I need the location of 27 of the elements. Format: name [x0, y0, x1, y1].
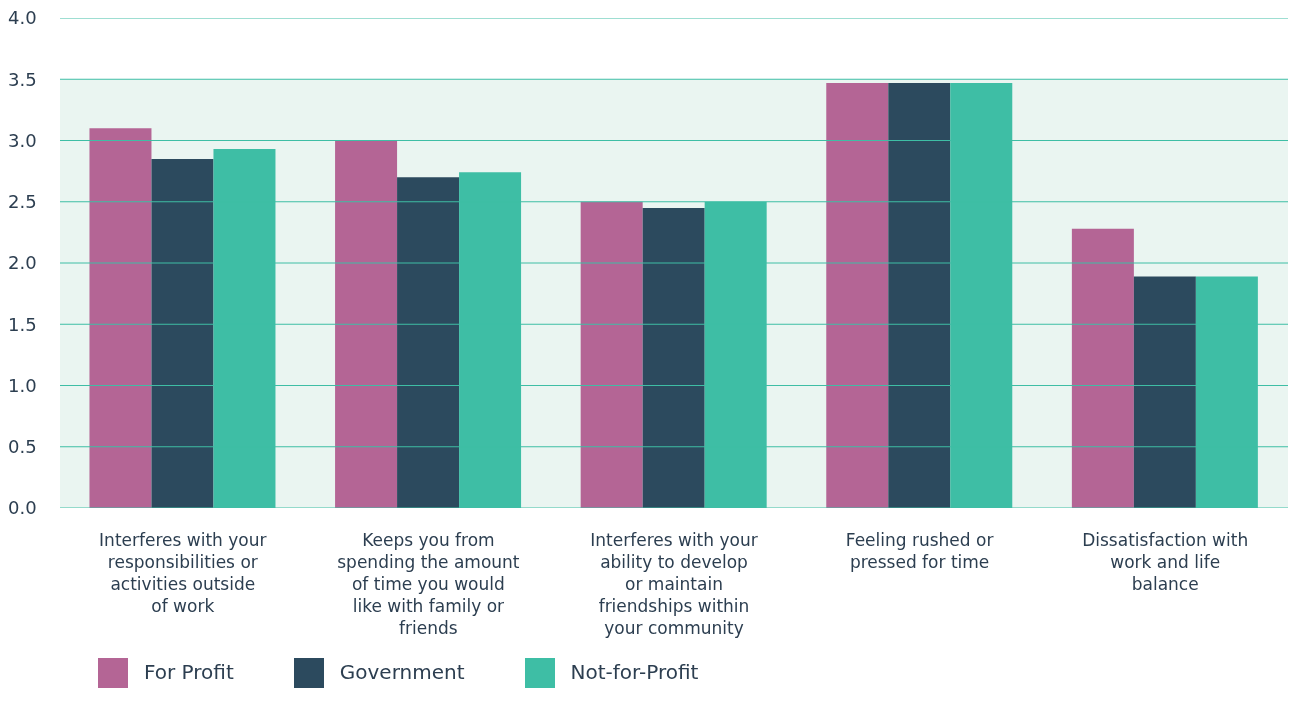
legend-label: Not-for-Profit [570, 659, 699, 684]
y-tick-label: 3.5 [8, 68, 37, 90]
bar [826, 82, 889, 508]
x-tick-label: Feeling rushed or pressed for time [845, 530, 994, 572]
bar [888, 82, 951, 508]
y-tick-label: 1.0 [8, 374, 37, 396]
bar [335, 140, 398, 508]
x-tick-label: Interferes with your ability to develop or maintain friendships within your community [590, 530, 758, 638]
y-tick-label: 0.0 [8, 497, 37, 519]
y-tick-label: 2.5 [8, 191, 37, 213]
bar [151, 158, 214, 508]
x-tick-label: Dissatisfaction with work and life balance [1082, 530, 1249, 594]
bar [89, 128, 152, 508]
bar [397, 177, 460, 508]
y-tick-label: 2.0 [8, 252, 37, 274]
legend-label: For Profit [144, 659, 234, 684]
y-tick-label: 4.0 [8, 7, 37, 29]
bar [1133, 276, 1196, 508]
x-tick-label: Interferes with your responsibilities or activities outside of work [99, 530, 267, 616]
y-tick-label: 3.0 [8, 129, 37, 151]
bar [1071, 228, 1134, 508]
y-tick-label: 0.5 [8, 436, 37, 458]
bar [642, 207, 705, 508]
bar [580, 201, 643, 508]
y-tick-label: 1.5 [8, 313, 37, 335]
x-tick-label: Keeps you from spending the amount of time you would like with family or friends [337, 530, 520, 638]
legend-label: Government [339, 659, 465, 684]
